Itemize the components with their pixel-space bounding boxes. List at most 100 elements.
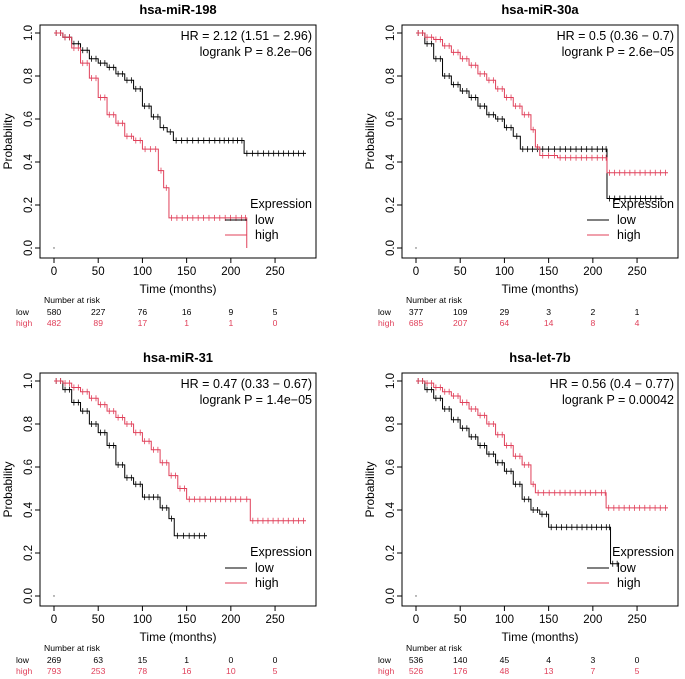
panel-2-risk-high-value: 14 — [544, 318, 554, 328]
panel-2-hr-text: HR = 0.5 (0.36 − 0.7) — [557, 29, 674, 43]
panel-3-xlabel: Time (months) — [140, 630, 217, 644]
panel-2-legend-title: Expression — [612, 197, 674, 211]
panel-1-legend-label-high: high — [255, 228, 279, 242]
panel-1-hr-text: HR = 2.12 (1.51 − 2.96) — [181, 29, 312, 43]
panel-1-xtick-label: 50 — [92, 266, 105, 278]
panel-4-xtick-label: 0 — [413, 614, 419, 626]
panel-2-ytick-label: 0.8 — [385, 68, 397, 84]
panel-4-legend-label-high: high — [617, 576, 641, 590]
panel-4-plot-frame — [401, 372, 679, 607]
panel-4-xtick-label: 50 — [454, 614, 467, 626]
panel-1-curve-high — [54, 32, 248, 248]
panel-4-risk-high-value: 176 — [453, 666, 468, 676]
panel-4-risk-low-value: 3 — [590, 655, 595, 665]
panel-3-title: hsa-miR-31 — [143, 350, 213, 365]
panel-3-risk-high-value: 10 — [226, 666, 236, 676]
panel-1-plot-frame — [39, 24, 317, 259]
panel-3-risk-label-low: low — [16, 655, 30, 665]
panel-4-risk-high-value: 13 — [544, 666, 554, 676]
panel-1-pvalue-text: logrank P = 8.2e−06 — [200, 45, 312, 59]
panel-3-risk-low-value: 269 — [47, 655, 62, 665]
panel-2-risk-high-value: 4 — [635, 318, 640, 328]
panel-3-risk-high-value: 253 — [91, 666, 106, 676]
panel-2-ytick-label: 0.0 — [385, 240, 397, 256]
panel-4-title: hsa-let-7b — [509, 350, 570, 365]
panel-3-curve-low — [54, 380, 207, 537]
panel-3-risk-high-value: 793 — [47, 666, 62, 676]
panel-2-risk-low-value: 1 — [635, 307, 640, 317]
panel-1-ytick-label: 0.8 — [23, 68, 35, 84]
panel-2-xtick-label: 0 — [413, 266, 419, 278]
panel-3-hr-text: HR = 0.47 (0.33 − 0.67) — [181, 377, 312, 391]
panel-2-risk-high-value: 8 — [590, 318, 595, 328]
panel-4-ytick-label: 1.0 — [385, 373, 397, 389]
panel-3-ytick-label: 0.2 — [23, 545, 35, 561]
panel-4-risk-high-value: 5 — [635, 666, 640, 676]
panel-3-xtick-label: 150 — [177, 614, 196, 626]
panel-1-risk-high-value: 17 — [138, 318, 148, 328]
panel-1-xlabel: Time (months) — [140, 282, 217, 296]
panel-3-xtick-label: 250 — [265, 614, 284, 626]
panel-3-ytick-label: 0.0 — [23, 588, 35, 604]
panel-1-legend-label-low: low — [255, 213, 275, 227]
panel-1-ytick-label: 0.6 — [23, 111, 35, 127]
panel-4-risk-low-value: 0 — [635, 655, 640, 665]
panel-2-xtick-label: 250 — [627, 266, 646, 278]
panel-1-risk-label-low: low — [16, 307, 30, 317]
panel-3-xtick-label: 0 — [51, 614, 57, 626]
panel-3-risk-high-value: 5 — [273, 666, 278, 676]
panel-3-ytick-label: 0.8 — [23, 416, 35, 432]
panel-1-risk-low-value: 76 — [138, 307, 148, 317]
panel-3-risk-low-value: 63 — [93, 655, 103, 665]
panel-3-risk-high-value: 78 — [138, 666, 148, 676]
panel-1-risk-low-value: 227 — [91, 307, 106, 317]
panel-1-risk-high-value: 482 — [47, 318, 62, 328]
panel-4-risk-label-low: low — [378, 655, 392, 665]
panel-1-origin-dot — [53, 247, 55, 249]
panel-1-xtick-label: 100 — [133, 266, 152, 278]
panel-1-xtick-label: 250 — [265, 266, 284, 278]
panel-4-risk-header: Number at risk — [406, 643, 463, 653]
panel-4-xlabel: Time (months) — [502, 630, 579, 644]
panel-3-ytick-label: 0.4 — [23, 501, 35, 518]
panel-1-risk-low-value: 5 — [273, 307, 278, 317]
panel-2-risk-low-value: 377 — [409, 307, 424, 317]
panel-1-risk-high-value: 89 — [93, 318, 103, 328]
panel-1-ytick-label: 1.0 — [23, 25, 35, 41]
panel-4-ylabel: Probability — [363, 461, 377, 517]
panel-2-ytick-label: 1.0 — [385, 25, 397, 41]
panel-1-ytick-label: 0.4 — [23, 153, 35, 170]
panel-4-ytick-label: 0.8 — [385, 416, 397, 432]
panel-3-risk-low-value: 0 — [228, 655, 233, 665]
panel-3-risk-low-value: 15 — [138, 655, 148, 665]
panel-3-risk-header: Number at risk — [44, 643, 101, 653]
panel-1-legend-title: Expression — [250, 197, 312, 211]
panel-3-legend-title: Expression — [250, 545, 312, 559]
panel-2-plot-frame — [401, 24, 679, 259]
panel-1-risk-low-value: 9 — [228, 307, 233, 317]
panel-4: hsa-let-7b0 50 100 150 200 2500.00.20.40.60.8… — [363, 350, 679, 676]
panel-4-legend-label-low: low — [617, 561, 637, 575]
panel-1-xtick-label: 0 — [51, 266, 57, 278]
panel-3-risk-high-value: 16 — [182, 666, 192, 676]
panel-4-pvalue-text: logrank P = 0.00042 — [562, 393, 674, 407]
panel-4-xtick-label: 200 — [583, 614, 602, 626]
panel-2-risk-low-value: 3 — [546, 307, 551, 317]
panel-1-xtick-label: 150 — [177, 266, 196, 278]
panel-3-curve-high — [54, 380, 306, 522]
panel-4-ytick-label: 0.6 — [385, 459, 397, 475]
panel-3: hsa-miR-310 50 100 150 200 2500.00.20.40.60.8… — [1, 350, 317, 676]
panel-2-risk-header: Number at risk — [406, 295, 463, 305]
panel-1-ytick-label: 0.2 — [23, 197, 35, 213]
panel-4-risk-low-value: 536 — [409, 655, 424, 665]
panel-2-risk-low-value: 29 — [500, 307, 510, 317]
panel-4-risk-low-value: 45 — [500, 655, 510, 665]
panel-1-risk-low-value: 16 — [182, 307, 192, 317]
panel-4-curve-high — [416, 380, 668, 509]
panel-1-risk-high-value: 0 — [273, 318, 278, 328]
panel-2-ytick-label: 0.2 — [385, 197, 397, 213]
panel-3-ytick-label: 0.6 — [23, 459, 35, 475]
panel-3-risk-low-value: 0 — [273, 655, 278, 665]
